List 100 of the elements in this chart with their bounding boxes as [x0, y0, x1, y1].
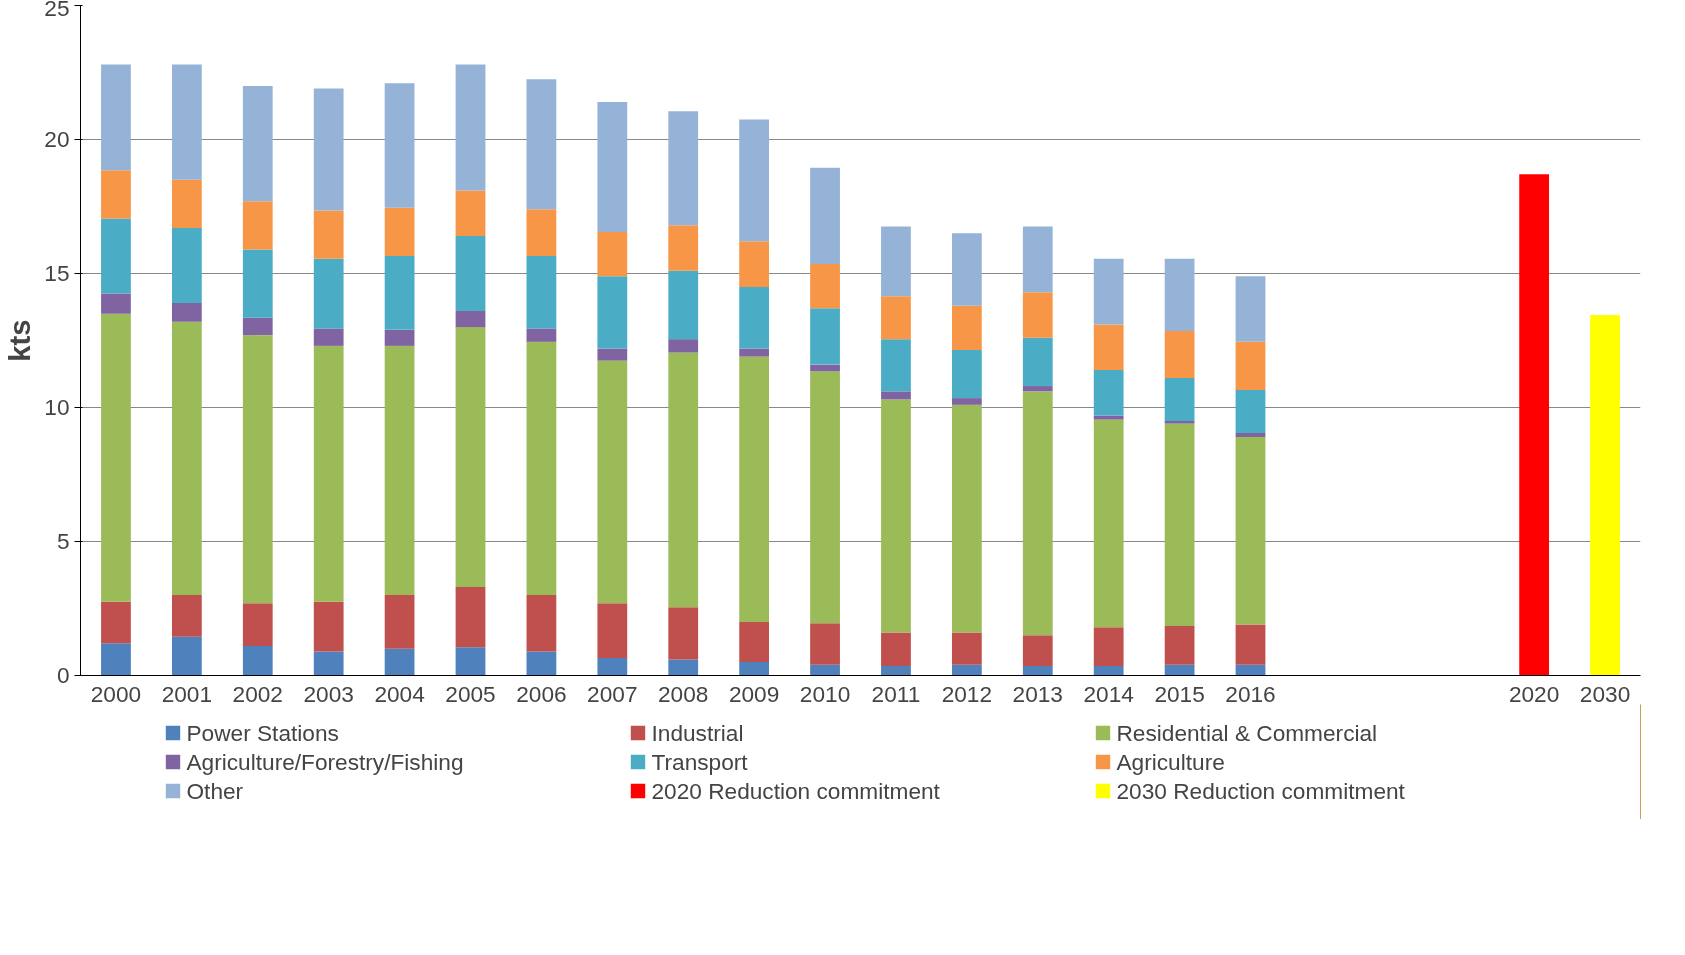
bar	[171, 321, 202, 596]
legend-label: Agriculture	[1116, 748, 1226, 775]
bar	[810, 623, 840, 665]
y-axis-title: kts	[3, 319, 37, 362]
bar	[668, 111, 699, 226]
legend-label: Transport	[651, 748, 749, 775]
bar	[384, 648, 415, 676]
bar	[597, 360, 628, 604]
x-tick-label: 2016	[1225, 680, 1276, 707]
bar	[668, 659, 699, 676]
bar	[668, 270, 699, 340]
bar	[171, 636, 202, 676]
x-tick-label: 2006	[516, 680, 567, 707]
bar	[171, 179, 202, 228]
bar	[1164, 625, 1195, 665]
x-tick-label: 2012	[941, 680, 993, 707]
bar	[668, 607, 699, 660]
bar	[881, 296, 911, 340]
bar	[101, 313, 131, 602]
y-tick-label: 10	[44, 394, 70, 420]
bar	[242, 85, 273, 202]
bar	[526, 341, 557, 596]
bar	[810, 364, 840, 372]
bar	[242, 317, 273, 336]
x-tick-label: 2000	[90, 680, 142, 707]
bar	[739, 662, 770, 676]
bar	[455, 587, 486, 648]
x-tick-label: 2014	[1083, 680, 1134, 707]
bar	[1235, 276, 1266, 342]
bar	[384, 595, 415, 649]
bar	[1164, 378, 1195, 421]
bar	[881, 666, 911, 676]
bar	[455, 647, 486, 676]
bar	[881, 339, 911, 392]
legend-label: Residential & Commercial	[1116, 719, 1379, 746]
bar	[1590, 315, 1620, 676]
bar	[881, 391, 911, 400]
bar	[384, 345, 415, 596]
x-tick-label: 2002	[232, 680, 283, 707]
bar	[1235, 624, 1266, 665]
bar	[526, 651, 557, 676]
bar	[242, 603, 273, 647]
y-tick-label: 15	[44, 260, 70, 286]
bar	[171, 595, 202, 637]
bar	[1164, 258, 1195, 332]
bar	[1093, 415, 1124, 420]
bar	[1235, 390, 1266, 433]
bar	[1093, 419, 1124, 628]
bar	[384, 83, 415, 208]
bar	[951, 404, 982, 633]
bar	[313, 88, 344, 211]
bar	[1022, 635, 1053, 667]
bar	[1022, 386, 1053, 392]
y-tick-label: 20	[44, 126, 70, 152]
bar	[668, 352, 699, 608]
bar	[1022, 391, 1053, 636]
bar	[101, 218, 131, 294]
bar	[101, 293, 131, 314]
bar	[881, 632, 911, 667]
bar	[171, 64, 202, 180]
bar	[739, 348, 770, 357]
bar	[1164, 420, 1195, 424]
bar	[313, 210, 344, 259]
x-tick-label: 2020	[1508, 680, 1560, 707]
bar	[242, 201, 273, 250]
bar	[384, 256, 415, 330]
bar	[384, 207, 415, 257]
bar	[739, 119, 770, 242]
bar	[242, 335, 273, 604]
bar	[951, 349, 982, 399]
bar	[951, 233, 982, 306]
bar	[1519, 174, 1550, 676]
bar	[668, 339, 699, 353]
bar	[101, 170, 131, 219]
x-tick-label: 2010	[799, 680, 851, 707]
bar	[1164, 331, 1195, 379]
x-tick-label: 2007	[587, 680, 638, 707]
bar	[384, 329, 415, 346]
bar	[1022, 337, 1053, 387]
x-tick-label: 2013	[1012, 680, 1063, 707]
bar	[1235, 432, 1266, 437]
bar	[171, 227, 202, 303]
bar	[597, 603, 628, 659]
bar	[455, 311, 486, 328]
y-tick-label: 0	[56, 662, 70, 688]
legend-label: Power Stations	[186, 719, 340, 746]
bar	[455, 235, 486, 312]
bar	[1093, 258, 1124, 325]
bar	[597, 658, 628, 676]
bar	[526, 209, 557, 257]
bar	[101, 64, 131, 171]
x-tick-label: 2005	[445, 680, 496, 707]
bar	[810, 264, 840, 309]
x-tick-label: 2009	[728, 680, 780, 707]
legend-label: Other	[186, 777, 245, 804]
bar	[526, 256, 557, 329]
legend-label: Agriculture/Forestry/Fishing	[186, 748, 465, 775]
bar	[810, 167, 840, 265]
bar	[1093, 627, 1124, 667]
y-tick-label: 25	[44, 0, 70, 21]
